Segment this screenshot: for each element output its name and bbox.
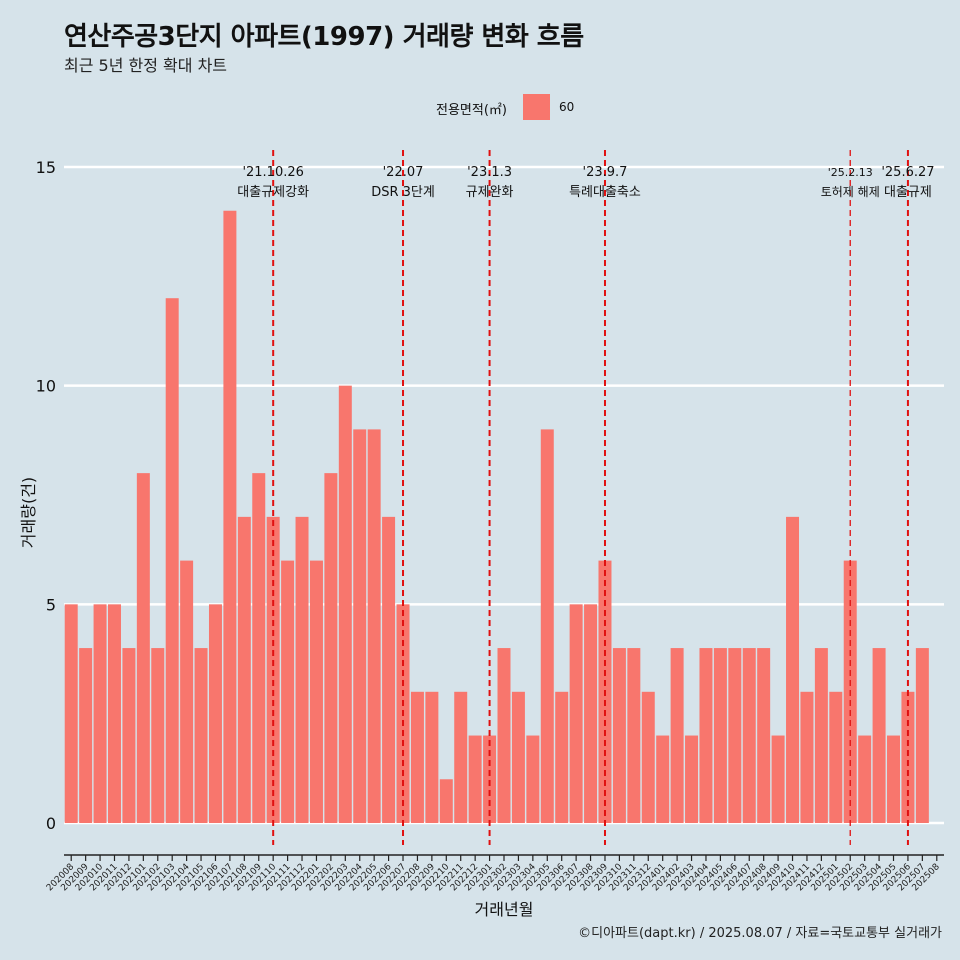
bar (771, 735, 785, 823)
bar (194, 648, 208, 823)
chart-title: 연산주공3단지 아파트(1997) 거래량 변화 흐름 (64, 22, 584, 52)
y-tick-label: 5 (46, 595, 56, 614)
bar (728, 648, 742, 823)
bar (569, 604, 583, 823)
caption: ©디아파트(dapt.kr) / 2025.08.07 / 자료=국토교통부 실… (578, 926, 942, 941)
bar (223, 210, 237, 823)
bar (237, 516, 251, 823)
bar (814, 648, 828, 823)
bar (713, 648, 727, 823)
bar (324, 473, 338, 823)
bar (699, 648, 713, 823)
bar (425, 691, 439, 823)
event-label: 토허제 해제 (821, 185, 880, 199)
bar (468, 735, 482, 823)
event-date: '22.07 (383, 165, 424, 180)
bar (670, 648, 684, 823)
bar (353, 429, 367, 823)
bar (309, 560, 323, 823)
bar (641, 691, 655, 823)
event-label: 규제완화 (466, 185, 514, 200)
x-axis-title: 거래년월 (475, 900, 534, 919)
bar (252, 473, 266, 823)
bar (786, 516, 800, 823)
event-label: 대출규제 (884, 185, 932, 200)
bar (887, 735, 900, 823)
bar (685, 735, 699, 823)
bar (584, 604, 598, 823)
bar (439, 779, 453, 823)
bar (208, 604, 222, 823)
event-date: '21.10.26 (242, 165, 303, 180)
bar (136, 473, 150, 823)
bar (800, 691, 814, 823)
event-label: DSR 3단계 (371, 185, 435, 200)
event-label: 특례대출축소 (569, 185, 641, 200)
event-date: '25.2.13 (828, 166, 873, 179)
y-tick-label: 10 (36, 377, 56, 396)
legend-label: 60 (559, 100, 575, 114)
bar (656, 735, 670, 823)
bar (742, 648, 756, 823)
bar (483, 735, 497, 823)
bar (901, 691, 915, 823)
bar (338, 385, 352, 823)
event-date: '23.1.3 (467, 165, 512, 180)
bar (497, 648, 511, 823)
bar (367, 429, 381, 823)
legend-title: 전용면적(㎡) (436, 103, 507, 118)
bar (151, 648, 165, 823)
bar (915, 648, 929, 823)
y-axis-title: 거래량(건) (19, 477, 38, 548)
bar (64, 604, 78, 823)
bar (410, 691, 424, 823)
chart-subtitle: 최근 5년 한정 확대 차트 (64, 56, 228, 75)
bar (382, 516, 396, 823)
bar (180, 560, 194, 823)
bar (555, 691, 569, 823)
bar (165, 298, 179, 823)
bar (829, 691, 843, 823)
y-tick-label: 0 (46, 814, 56, 833)
legend-swatch (523, 94, 550, 120)
bar (122, 648, 136, 823)
bar (295, 516, 309, 823)
bar (511, 691, 525, 823)
bar (540, 429, 554, 823)
legend: 전용면적(㎡) 60 (0, 92, 960, 122)
y-tick-label: 15 (36, 158, 56, 177)
event-date: '25.6.27 (881, 165, 934, 180)
bar (757, 648, 771, 823)
bar (93, 604, 107, 823)
bar (858, 735, 872, 823)
bar (108, 604, 121, 823)
bar (79, 648, 93, 823)
bar (627, 648, 641, 823)
bar (454, 691, 468, 823)
bar (526, 735, 540, 823)
bar (872, 648, 886, 823)
bar (266, 516, 280, 823)
bar (281, 560, 295, 823)
bar (612, 648, 626, 823)
event-label: 대출규제강화 (237, 185, 309, 200)
event-date: '23.9.7 (583, 165, 628, 180)
